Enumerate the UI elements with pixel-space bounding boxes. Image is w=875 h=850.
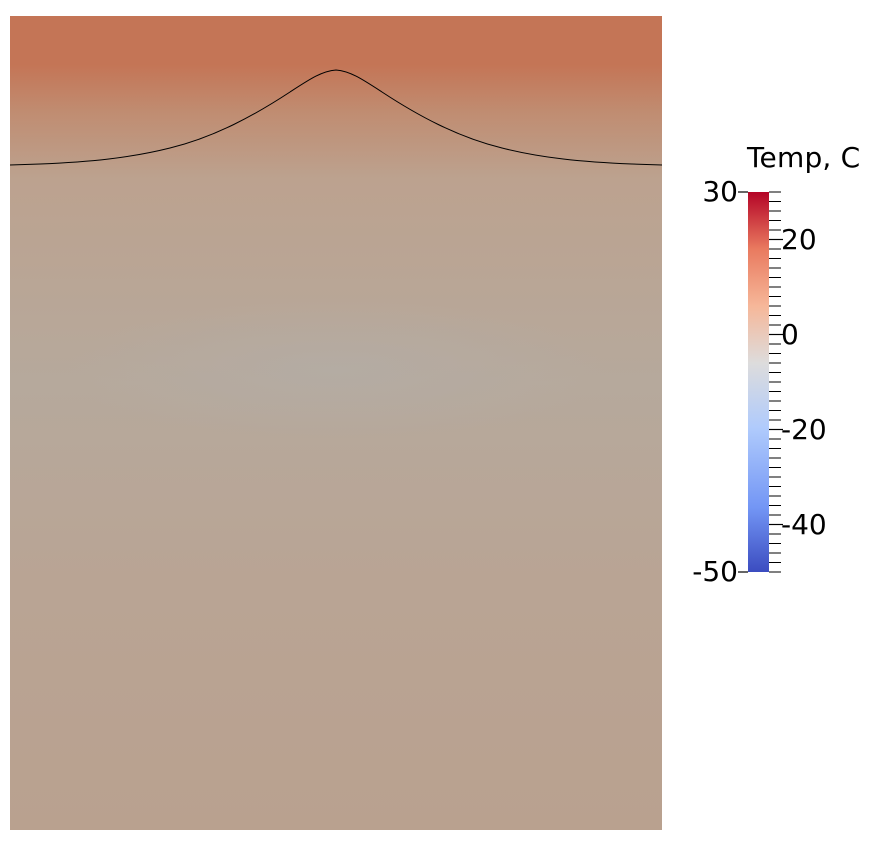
colorbar-major-ticks [738,191,783,573]
colorbar-tick-label: -20 [781,412,827,446]
colorbar-minor-ticks [769,191,781,573]
isotherm-contour-line [10,69,662,166]
temperature-field [10,16,662,830]
colorbar-title: Temp, C [747,141,861,174]
colorbar-tick-label: -40 [781,507,827,541]
colorbar-scale [748,192,769,572]
colorbar-tick-label: 30 [702,175,738,208]
colorbar-tick-label: 20 [781,222,817,256]
colorbar [738,191,783,573]
colorbar-tick-label: 0 [781,317,799,351]
cold-core-region [66,300,606,440]
colorbar-tick-label: -50 [692,555,738,588]
warm-ridge-plume [186,16,486,216]
